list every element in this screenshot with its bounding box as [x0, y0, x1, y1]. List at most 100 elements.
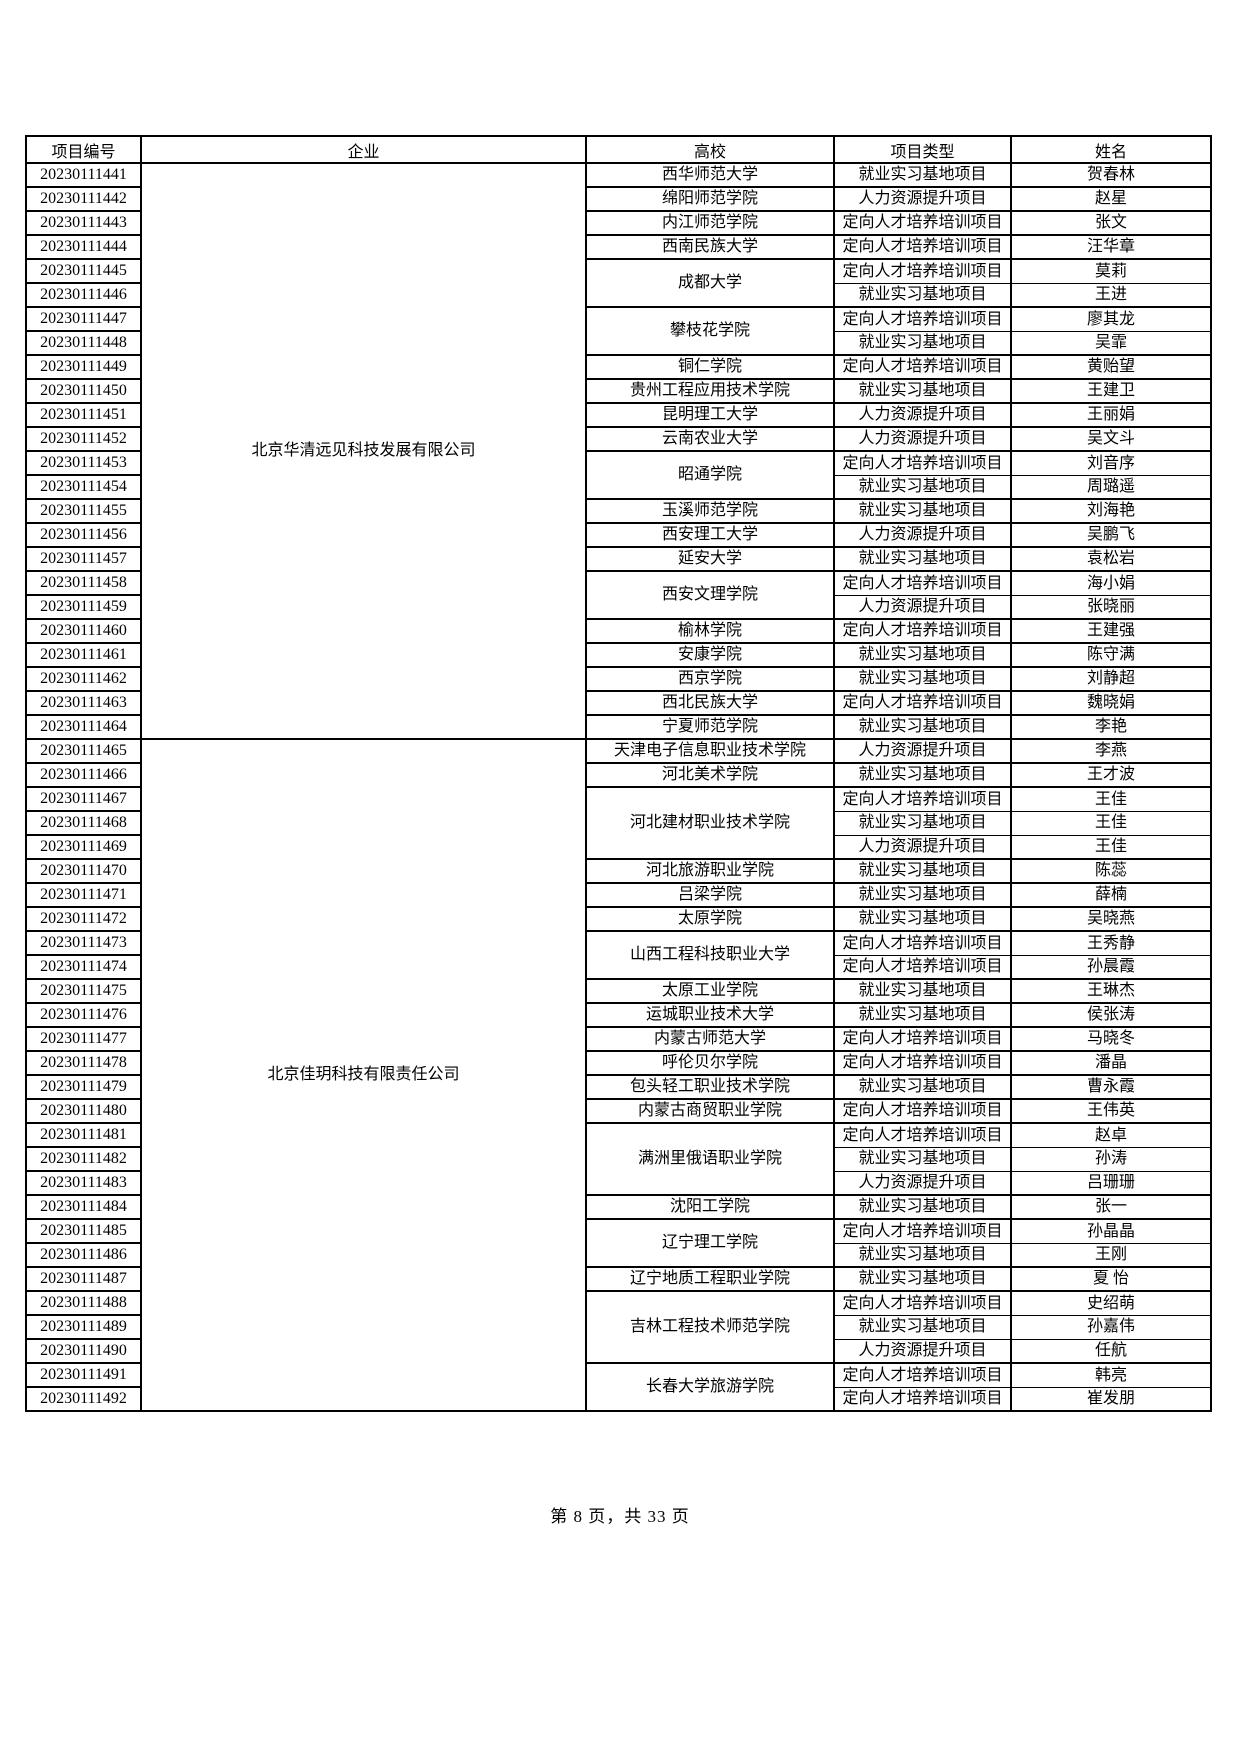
- cell-project-type: 就业实习基地项目: [833, 906, 1012, 932]
- cell-project-type: 就业实习基地项目: [833, 282, 1012, 308]
- cell-person-name: 曹永霞: [1010, 1074, 1212, 1100]
- table-row: 20230111476 运城职业技术大学 就业实习基地项目 侯张涛: [25, 1002, 1212, 1028]
- cell-person-name: 王秀静: [1010, 930, 1212, 956]
- cell-person-name: 廖其龙: [1010, 306, 1212, 332]
- cell-project-type: 就业实习基地项目: [833, 498, 1012, 524]
- cell-project-id: 20230111474: [25, 954, 142, 980]
- cell-project-type: 人力资源提升项目: [833, 1338, 1012, 1364]
- cell-project-id: 20230111466: [25, 762, 142, 788]
- cell-school: 宁夏师范学院: [585, 714, 835, 740]
- cell-project-id: 20230111457: [25, 546, 142, 572]
- table-row: 20230111490 人力资源提升项目 任航: [25, 1338, 1212, 1364]
- table-row: 20230111485 辽宁理工学院 定向人才培养培训项目 孙晶晶: [25, 1218, 1212, 1268]
- cell-person-name: 刘静超: [1010, 666, 1212, 692]
- cell-person-name: 海小娟: [1010, 570, 1212, 596]
- table-row: 20230111445 成都大学 定向人才培养培训项目 莫莉: [25, 258, 1212, 308]
- cell-project-type: 定向人才培养培训项目: [833, 306, 1012, 332]
- table-row: 20230111489 就业实习基地项目 孙嘉伟: [25, 1314, 1212, 1340]
- cell-school: 河北旅游职业学院: [585, 858, 835, 884]
- cell-project-type: 人力资源提升项目: [833, 426, 1012, 452]
- cell-project-type: 定向人才培养培训项目: [833, 258, 1012, 284]
- cell-project-type: 定向人才培养培训项目: [833, 954, 1012, 980]
- cell-project-type: 就业实习基地项目: [833, 666, 1012, 692]
- cell-project-id: 20230111456: [25, 522, 142, 548]
- cell-project-type: 定向人才培养培训项目: [833, 1290, 1012, 1316]
- cell-project-id: 20230111468: [25, 810, 142, 836]
- cell-person-name: 夏 怡: [1010, 1266, 1212, 1292]
- table-header-row: 项目编号 企业 高校 项目类型 姓名: [25, 135, 1212, 164]
- cell-school: 满洲里俄语职业学院: [585, 1122, 835, 1196]
- cell-project-id: 20230111479: [25, 1074, 142, 1100]
- cell-school: 吉林工程技术师范学院: [585, 1290, 835, 1364]
- cell-school: 西安理工大学: [585, 522, 835, 548]
- cell-person-name: 周璐遥: [1010, 474, 1212, 500]
- cell-person-name: 吴文斗: [1010, 426, 1212, 452]
- cell-project-type: 定向人才培养培训项目: [833, 570, 1012, 596]
- table-row: 20230111461 安康学院 就业实习基地项目 陈守满: [25, 642, 1212, 668]
- table-row: 20230111450 贵州工程应用技术学院 就业实习基地项目 王建卫: [25, 378, 1212, 404]
- cell-project-id: 20230111482: [25, 1146, 142, 1172]
- cell-school: 安康学院: [585, 642, 835, 668]
- cell-school: 内蒙古商贸职业学院: [585, 1098, 835, 1124]
- cell-project-type: 人力资源提升项目: [833, 186, 1012, 212]
- cell-project-id: 20230111484: [25, 1194, 142, 1220]
- cell-person-name: 韩亮: [1010, 1362, 1212, 1388]
- cell-school: 西京学院: [585, 666, 835, 692]
- cell-project-type: 定向人才培养培训项目: [833, 1026, 1012, 1052]
- cell-project-id: 20230111463: [25, 690, 142, 716]
- table-row: 20230111478 呼伦贝尔学院 定向人才培养培训项目 潘晶: [25, 1050, 1212, 1076]
- cell-project-id: 20230111489: [25, 1314, 142, 1340]
- table-row: 20230111486 就业实习基地项目 王刚: [25, 1242, 1212, 1268]
- table-row: 20230111470 河北旅游职业学院 就业实习基地项目 陈蕊: [25, 858, 1212, 884]
- cell-project-id: 20230111473: [25, 930, 142, 956]
- cell-project-id: 20230111460: [25, 618, 142, 644]
- table-row: 20230111453 昭通学院 定向人才培养培训项目 刘音序: [25, 450, 1212, 500]
- cell-school: 山西工程科技职业大学: [585, 930, 835, 980]
- cell-school: 辽宁理工学院: [585, 1218, 835, 1268]
- cell-project-type: 人力资源提升项目: [833, 834, 1012, 860]
- table-row: 20230111458 西安文理学院 定向人才培养培训项目 海小娟: [25, 570, 1212, 620]
- cell-project-id: 20230111487: [25, 1266, 142, 1292]
- table-row: 20230111468 就业实习基地项目 王佳: [25, 810, 1212, 836]
- table-row: 20230111456 西安理工大学 人力资源提升项目 吴鹏飞: [25, 522, 1212, 548]
- cell-school: 贵州工程应用技术学院: [585, 378, 835, 404]
- table-body: 20230111441 北京华清远见科技发展有限公司 西华师范大学 就业实习基地项目贺…: [25, 162, 1212, 1412]
- cell-project-id: 20230111445: [25, 258, 142, 284]
- cell-project-type: 就业实习基地项目: [833, 330, 1012, 356]
- cell-person-name: 陈守满: [1010, 642, 1212, 668]
- cell-project-type: 人力资源提升项目: [833, 1170, 1012, 1196]
- cell-project-type: 定向人才培养培训项目: [833, 786, 1012, 812]
- cell-school: 沈阳工学院: [585, 1194, 835, 1220]
- cell-person-name: 魏晓娟: [1010, 690, 1212, 716]
- table-row: 20230111491 长春大学旅游学院 定向人才培养培训项目 韩亮: [25, 1362, 1212, 1412]
- cell-project-id: 20230111469: [25, 834, 142, 860]
- cell-person-name: 袁松岩: [1010, 546, 1212, 572]
- cell-project-type: 人力资源提升项目: [833, 402, 1012, 428]
- cell-person-name: 王建卫: [1010, 378, 1212, 404]
- cell-project-type: 定向人才培养培训项目: [833, 930, 1012, 956]
- table-row: 20230111474 定向人才培养培训项目 孙晨霞: [25, 954, 1212, 980]
- table-row: 20230111462 西京学院 就业实习基地项目 刘静超: [25, 666, 1212, 692]
- cell-project-id: 20230111447: [25, 306, 142, 332]
- cell-school: 西北民族大学: [585, 690, 835, 716]
- cell-project-type: 定向人才培养培训项目: [833, 234, 1012, 260]
- cell-person-name: 刘音序: [1010, 450, 1212, 476]
- cell-project-id: 20230111470: [25, 858, 142, 884]
- cell-project-type: 就业实习基地项目: [833, 1266, 1012, 1292]
- cell-project-id: 20230111477: [25, 1026, 142, 1052]
- table-row: 20230111460 榆林学院 定向人才培养培训项目 王建强: [25, 618, 1212, 644]
- cell-project-type: 定向人才培养培训项目: [833, 1050, 1012, 1076]
- cell-project-id: 20230111441: [25, 162, 142, 188]
- table-row: 20230111467 河北建材职业技术学院 定向人才培养培训项目 王佳: [25, 786, 1212, 860]
- cell-school: 铜仁学院: [585, 354, 835, 380]
- cell-project-id: 20230111448: [25, 330, 142, 356]
- cell-person-name: 黄贻望: [1010, 354, 1212, 380]
- cell-person-name: 张一: [1010, 1194, 1212, 1220]
- cell-project-id: 20230111452: [25, 426, 142, 452]
- cell-project-id: 20230111443: [25, 210, 142, 236]
- cell-person-name: 崔发朋: [1010, 1386, 1212, 1412]
- cell-person-name: 马晓冬: [1010, 1026, 1212, 1052]
- cell-school: 内江师范学院: [585, 210, 835, 236]
- table-row: 20230111492 定向人才培养培训项目 崔发朋: [25, 1386, 1212, 1412]
